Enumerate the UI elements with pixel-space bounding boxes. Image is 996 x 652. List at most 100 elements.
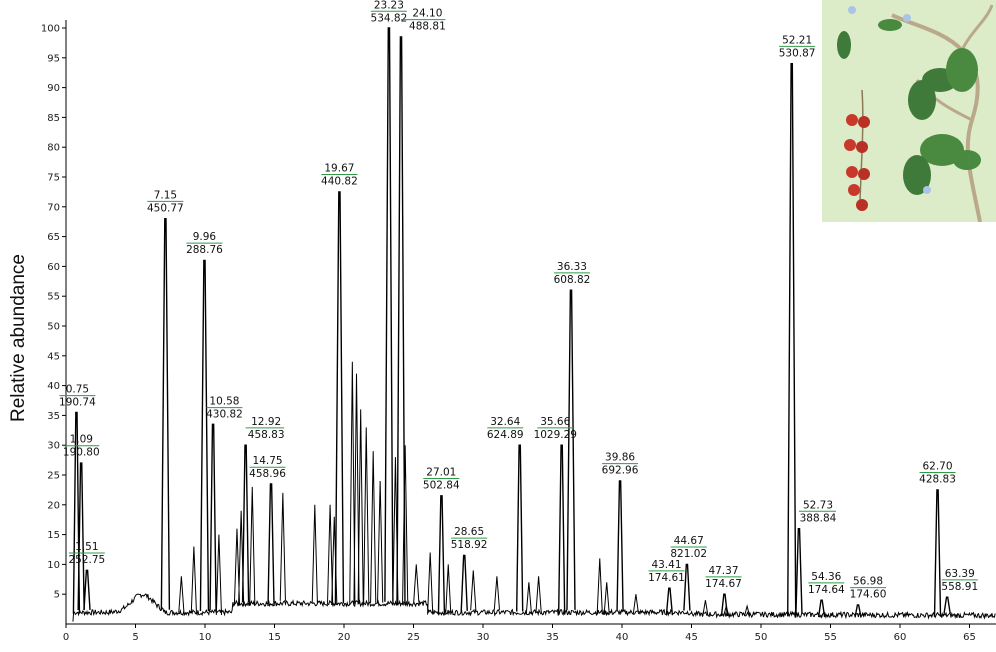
x-tick-label: 60 bbox=[894, 632, 907, 643]
y-tick-label: 30 bbox=[47, 441, 60, 452]
peak-mz-label: 440.82 bbox=[321, 176, 358, 188]
peak-7.15 bbox=[160, 218, 171, 610]
peak-10.58 bbox=[209, 423, 217, 611]
minor-peak bbox=[363, 427, 370, 603]
peak-mz-label: 692.96 bbox=[602, 465, 639, 477]
peak-mz-label: 534.82 bbox=[371, 12, 408, 24]
peak-23.23 bbox=[384, 27, 394, 602]
peak-rt-label: 23.23 bbox=[374, 0, 404, 11]
peak-mz-label: 388.84 bbox=[800, 512, 837, 524]
y-tick-label: 75 bbox=[47, 173, 60, 184]
peak-rt-label: 14.75 bbox=[253, 455, 283, 467]
minor-peaks bbox=[178, 361, 751, 617]
peak-mz-label: 488.81 bbox=[409, 21, 446, 33]
peak-rt-label: 1.09 bbox=[70, 434, 93, 446]
peak-52.73 bbox=[795, 527, 803, 614]
y-tick-label: 85 bbox=[47, 113, 60, 124]
y-tick-label: 10 bbox=[47, 560, 60, 571]
peak-rt-label: 39.86 bbox=[605, 452, 635, 464]
peak-rt-label: 27.01 bbox=[426, 467, 456, 479]
peak-rt-label: 0.75 bbox=[66, 384, 89, 396]
peak-rt-label: 36.33 bbox=[557, 261, 587, 273]
minor-peak bbox=[445, 564, 452, 615]
peak-mz-label: 450.77 bbox=[147, 202, 184, 214]
minor-peak bbox=[402, 445, 409, 605]
minor-peak bbox=[702, 600, 709, 617]
peak-28.65 bbox=[460, 554, 468, 611]
minor-peak bbox=[525, 582, 532, 615]
x-tick-label: 15 bbox=[268, 632, 281, 643]
x-tick-label: 20 bbox=[338, 632, 351, 643]
minor-peak bbox=[370, 451, 377, 603]
y-tick-label: 25 bbox=[47, 471, 60, 482]
axes bbox=[65, 20, 996, 625]
peak-mz-label: 174.61 bbox=[648, 572, 685, 584]
x-tick-label: 30 bbox=[477, 632, 490, 643]
y-axis-label: Relative abundance bbox=[8, 254, 29, 422]
peak-63.39 bbox=[943, 596, 951, 614]
peak-9.96 bbox=[199, 259, 210, 612]
minor-peak bbox=[535, 576, 542, 613]
peak-mz-label: 190.80 bbox=[63, 447, 100, 459]
peak-56.98 bbox=[854, 604, 862, 618]
y-tick-label: 15 bbox=[47, 530, 60, 541]
x-tick-label: 40 bbox=[616, 632, 629, 643]
x-tick-label: 35 bbox=[546, 632, 559, 643]
peak-rt-label: 35.66 bbox=[540, 416, 570, 428]
y-tick-label: 60 bbox=[47, 262, 60, 273]
peak-rt-label: 19.67 bbox=[324, 163, 354, 175]
peak-35.66 bbox=[557, 444, 566, 615]
x-tick-label: 0 bbox=[63, 632, 69, 643]
minor-peak bbox=[632, 594, 639, 615]
x-tick-label: 5 bbox=[132, 632, 138, 643]
peak-mz-label: 288.76 bbox=[186, 244, 223, 256]
minor-peak bbox=[377, 480, 384, 603]
peak-62.70 bbox=[933, 489, 942, 617]
peak-mz-label: 428.83 bbox=[919, 474, 956, 486]
y-tick-label: 40 bbox=[47, 381, 60, 392]
peak-rt-label: 10.58 bbox=[209, 396, 239, 408]
baseline-trace bbox=[72, 593, 996, 622]
peak-rt-label: 12.92 bbox=[251, 416, 281, 428]
minor-peak bbox=[596, 558, 603, 615]
peak-rt-label: 28.65 bbox=[454, 526, 484, 538]
y-tick-label: 95 bbox=[47, 53, 60, 64]
minor-peak bbox=[493, 576, 500, 610]
peak-rt-label: 62.70 bbox=[922, 461, 952, 473]
peak-rt-label: 24.10 bbox=[412, 8, 442, 20]
peak-mz-label: 558.91 bbox=[941, 581, 978, 593]
peak-mz-label: 624.89 bbox=[487, 429, 524, 441]
peak-mz-label: 252.75 bbox=[68, 554, 105, 566]
peak-19.67 bbox=[334, 191, 345, 604]
y-tick-label: 50 bbox=[47, 322, 60, 333]
minor-peak bbox=[744, 604, 751, 617]
peak-36.33 bbox=[566, 289, 576, 610]
y-tick-label: 55 bbox=[47, 292, 60, 303]
x-ticks: 0 5 10 15 20 25 30 35 40 45 50 55 60 65 bbox=[63, 624, 976, 643]
peak-mz-label: 190.74 bbox=[59, 397, 96, 409]
x-tick-label: 10 bbox=[199, 632, 212, 643]
peak-mz-label: 174.67 bbox=[705, 578, 742, 590]
minor-peak bbox=[353, 373, 360, 604]
y-tick-label: 35 bbox=[47, 411, 60, 422]
minor-peak bbox=[190, 546, 197, 613]
peak-12.92 bbox=[241, 444, 250, 603]
minor-peak bbox=[327, 504, 334, 605]
minor-peak bbox=[357, 409, 364, 605]
peak-rt-label: 7.15 bbox=[154, 189, 177, 201]
x-tick-label: 50 bbox=[755, 632, 768, 643]
minor-peak bbox=[279, 492, 286, 601]
peak-rt-label: 52.21 bbox=[782, 34, 812, 46]
peak-24.10 bbox=[396, 36, 406, 606]
peak-44.67 bbox=[683, 563, 691, 611]
y-tick-label: 90 bbox=[47, 83, 60, 94]
x-tick-label: 55 bbox=[824, 632, 837, 643]
peak-mz-label: 174.64 bbox=[808, 584, 845, 596]
peak-mz-label: 174.60 bbox=[850, 589, 887, 601]
y-tick-label: 70 bbox=[47, 202, 60, 213]
peak-mz-label: 608.82 bbox=[554, 274, 591, 286]
peak-mz-label: 502.84 bbox=[423, 480, 460, 492]
x-tick-label: 25 bbox=[407, 632, 420, 643]
